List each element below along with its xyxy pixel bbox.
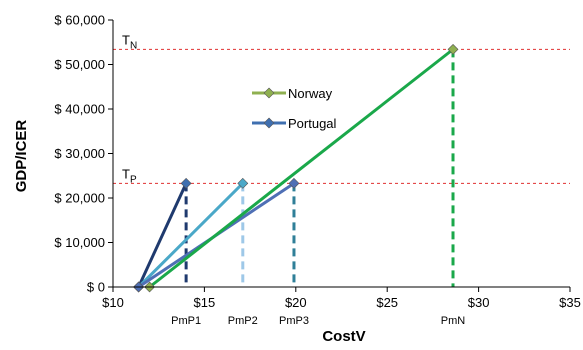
y-tick-label: $ 50,000 — [54, 57, 105, 72]
legend: Norway Portugal — [252, 86, 337, 131]
drop-line-label: PmP2 — [228, 315, 258, 327]
y-tick-label: $ 10,000 — [54, 235, 105, 250]
y-tick-label: $ 40,000 — [54, 102, 105, 117]
series-line — [148, 48, 454, 289]
threshold-label: TP — [122, 166, 137, 185]
legend-marker — [263, 87, 275, 99]
data-point-marker — [237, 177, 249, 189]
axis-layer: $ 0 $ 10,000 $ 20,000 $ 30,000 $ 40,000 $ 50,… — [54, 13, 580, 311]
x-tick-label: $30 — [468, 295, 490, 310]
y-tick-label: $ 20,000 — [54, 191, 105, 206]
legend-marker — [263, 117, 275, 129]
legend-label: Norway — [288, 86, 333, 101]
drop-line-label: PmN — [441, 315, 466, 327]
y-tick-label: $ 60,000 — [54, 13, 105, 28]
y-tick-label: $ 0 — [87, 280, 105, 295]
x-tick-label: $25 — [376, 295, 398, 310]
drop-line-label: PmP1 — [171, 315, 201, 327]
series-layer — [133, 43, 459, 293]
threshold-layer: TN TP — [113, 32, 570, 185]
series-line — [137, 182, 244, 289]
data-point-marker — [288, 177, 300, 189]
legend-label: Portugal — [288, 116, 337, 131]
drop-line-layer: PmP1 PmP2 PmP3 PmN — [171, 49, 465, 327]
threshold-label: TN — [122, 32, 137, 51]
x-tick-label: $20 — [285, 295, 307, 310]
drop-line-label: PmP3 — [279, 315, 309, 327]
data-point-marker — [447, 43, 459, 55]
x-tick-label: $15 — [194, 295, 216, 310]
y-axis-title: GDP/ICER — [13, 120, 30, 193]
series-line — [137, 182, 188, 288]
x-tick-label: $10 — [102, 295, 124, 310]
data-point-marker — [180, 177, 192, 189]
x-axis-title: CostV — [322, 328, 365, 345]
y-tick-label: $ 30,000 — [54, 146, 105, 161]
x-tick-label: $35 — [559, 295, 581, 310]
